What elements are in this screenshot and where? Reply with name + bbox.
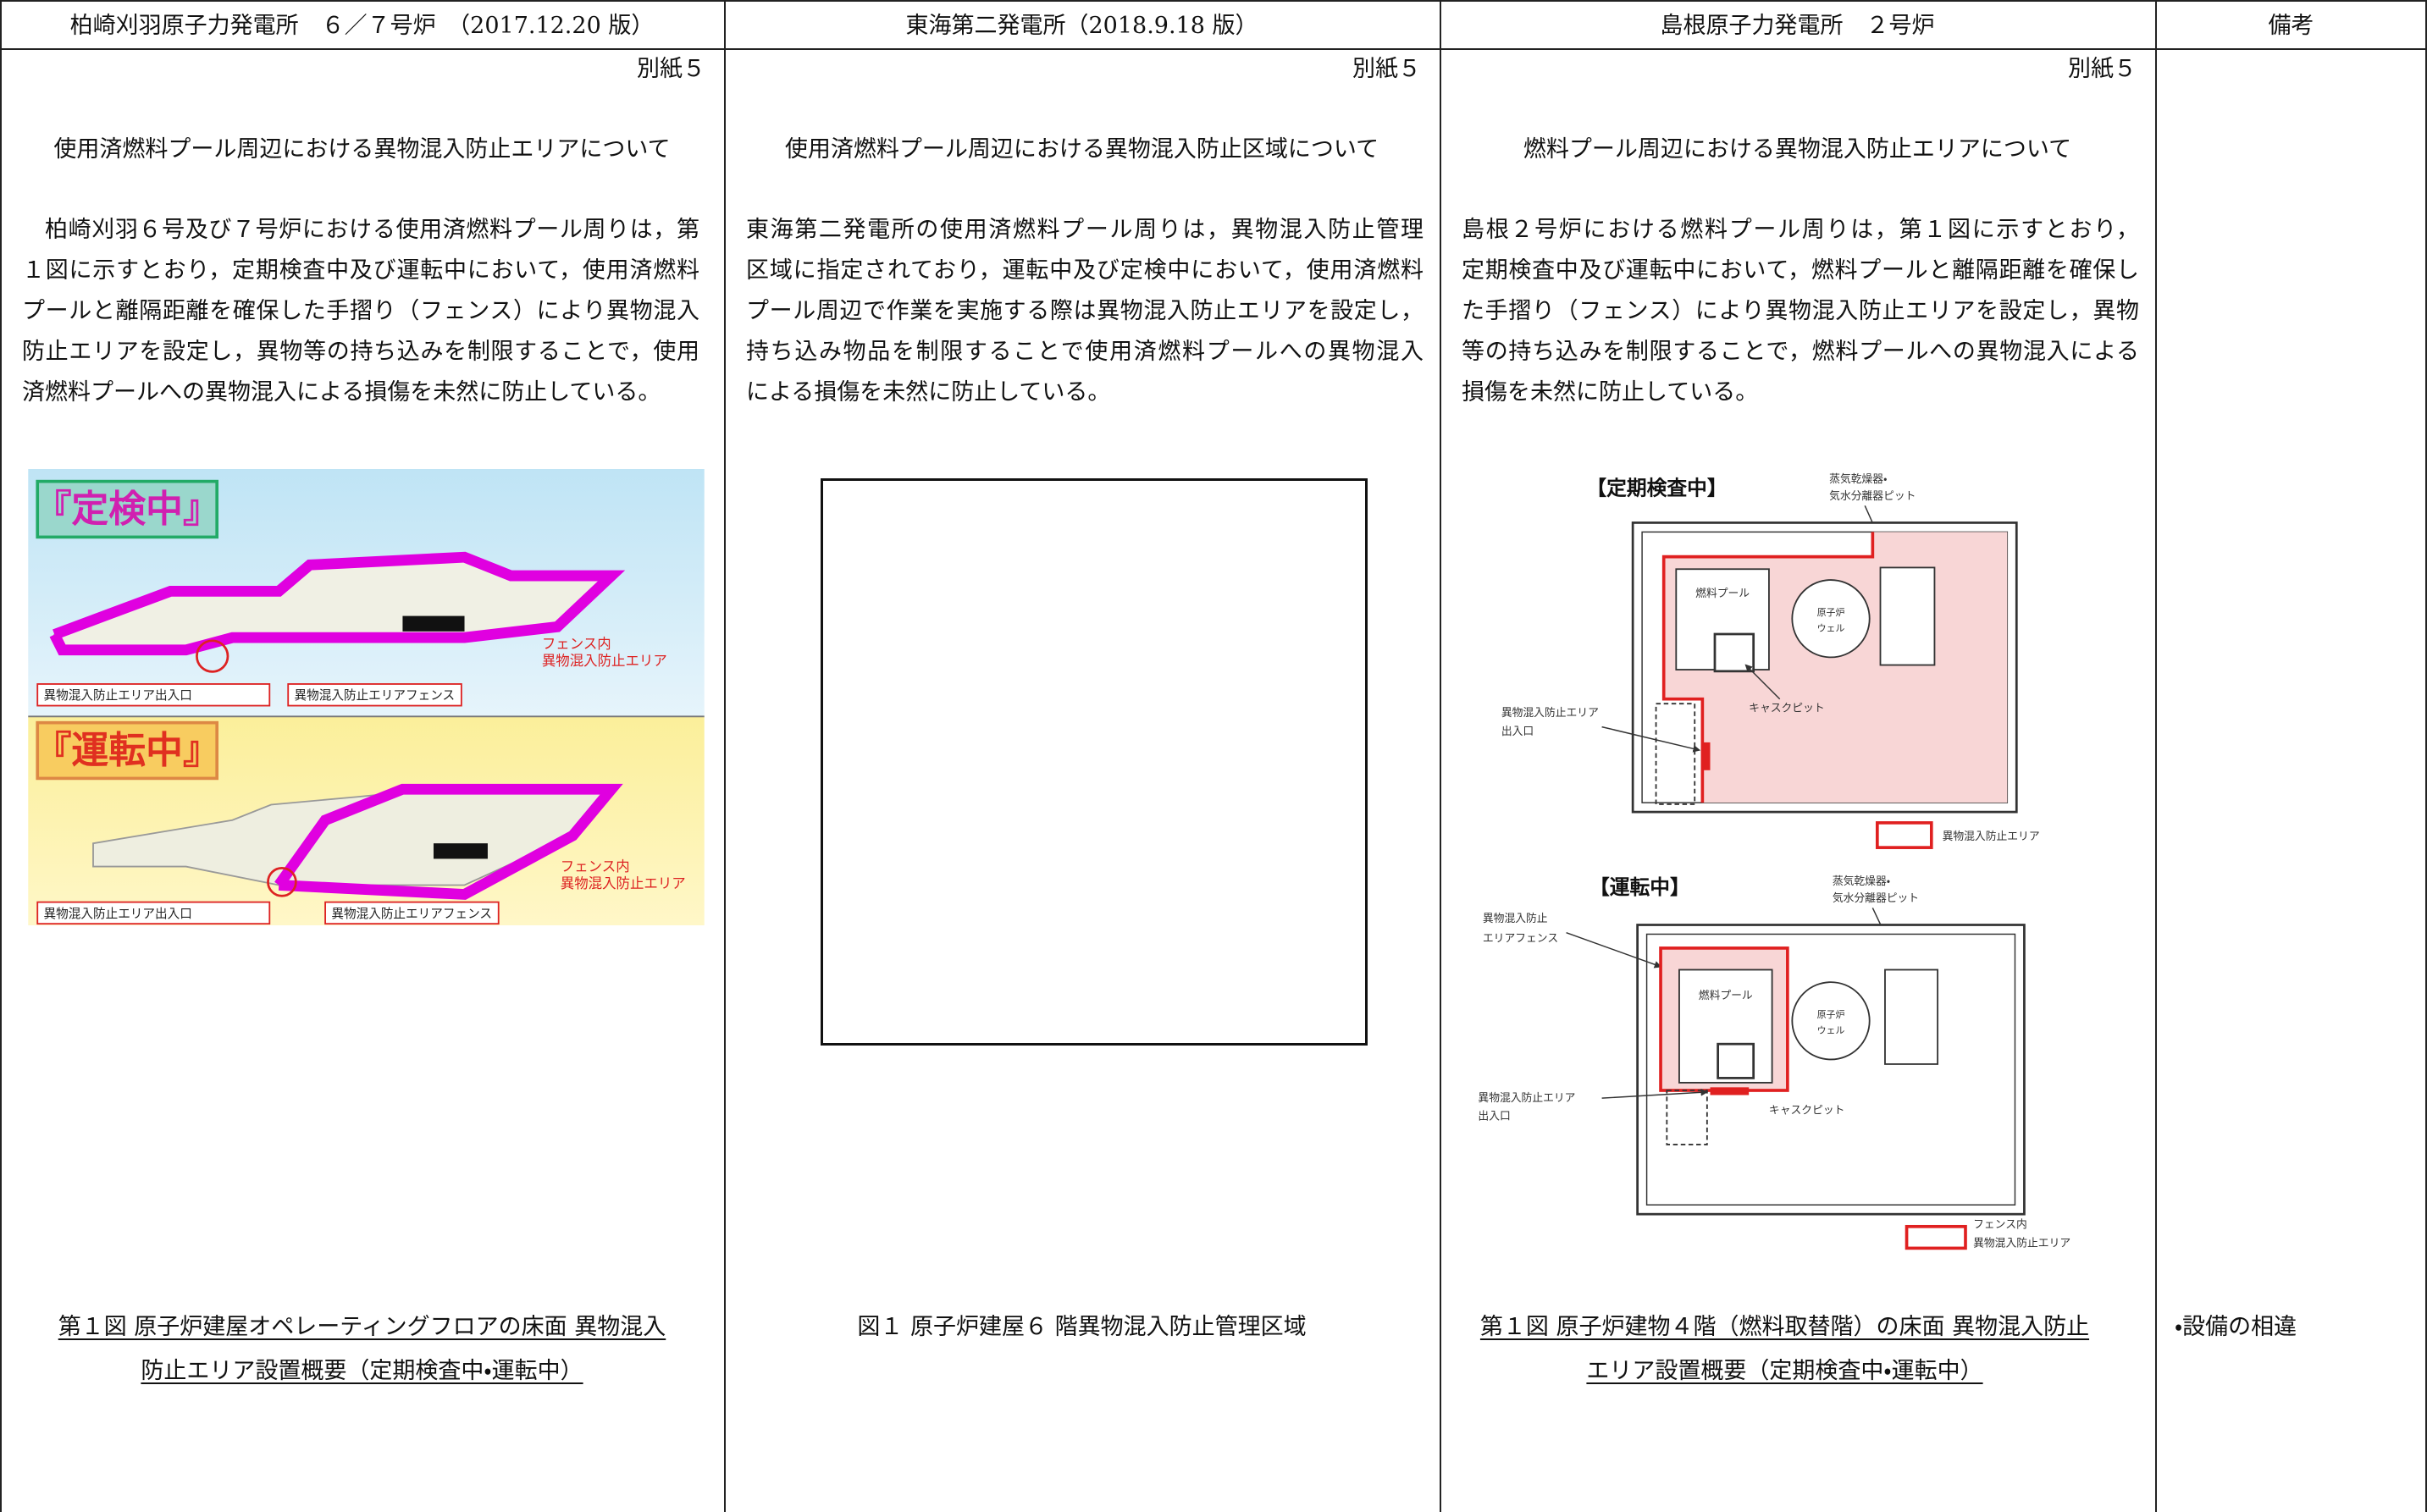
figure-caption: エリア設置概要（定期検査中・運転中）	[1586, 1358, 1983, 1384]
section-title: 使用済燃料プール周辺における異物混入防止区域について	[784, 136, 1379, 163]
figure-label: 異物混入防止エリア	[542, 653, 667, 669]
figure-label: ウェル	[1817, 1024, 1845, 1035]
body-line: 済燃料プールへの異物混入による損傷を未然に防止している。	[22, 379, 661, 406]
figure-caption: 図１ 原子炉建屋６ 階異物混入防止管理区域	[857, 1314, 1307, 1340]
column-rule	[1440, 0, 1441, 1512]
header-cell: 東海第二発電所（2018.9.18 版）	[905, 13, 1258, 39]
body-line: 東海第二発電所の使用済燃料プール周りは，異物混入防止管理	[746, 217, 1424, 243]
figure-heading: 【運転中】	[1589, 875, 1690, 899]
body-line: プール周辺で作業を実施する際は異物混入防止エリアを設定し，	[746, 298, 1424, 324]
attachment-label: 別紙５	[2068, 56, 2137, 82]
figure-label: 異物混入防止	[1483, 912, 1548, 925]
figure-label: 気水分離器ピット	[1829, 489, 1916, 503]
figure-label: 『運転中』	[35, 729, 220, 772]
column-rule	[724, 0, 726, 1512]
figure-label: 原子炉	[1817, 1009, 1845, 1020]
header-cell: 島根原子力発電所 ２号炉	[1660, 13, 1935, 39]
figure-floor-plan: 【定期検査中】 蒸気乾燥器・ 気水分離器ピット 燃料プール 原子炉 ウェル キャ…	[1478, 472, 2070, 1250]
body-line: 持ち込み物品を制限することで使用済燃料プールへの異物混入	[746, 339, 1424, 365]
figure-label: 出入口	[1478, 1111, 1510, 1123]
figure-label: 異物混入防止エリア出入口	[44, 688, 192, 703]
figure-label: フェンス内	[542, 636, 611, 652]
figure-label: 『定検中』	[35, 488, 220, 531]
figure-caption: 第１図 原子炉建屋オペレーティングフロアの床面 異物混入	[58, 1314, 666, 1340]
column-rule	[0, 0, 2, 1512]
figure-label: 異物混入防止エリア	[1501, 706, 1599, 720]
figure-label: 燃料プール	[1699, 989, 1753, 1002]
figure-label: 異物混入防止エリア出入口	[44, 907, 192, 921]
figure-label: 異物混入防止エリア	[1478, 1091, 1575, 1105]
attachment-label: 別紙５	[637, 56, 705, 82]
figure-frame	[821, 478, 1368, 1046]
figure-label: キャスクピット	[1769, 1104, 1844, 1117]
body-line: 損傷を未然に防止している。	[1462, 379, 1759, 406]
column-rule	[2425, 0, 2427, 1512]
figure-heading: 【定期検査中】	[1586, 477, 1727, 500]
header-cell: 柏崎刈羽原子力発電所 ６／７号炉 （2017.12.20 版）	[69, 13, 655, 39]
column-rule	[2155, 0, 2157, 1512]
figure-caption: 第１図 原子炉建物４階（燃料取替階）の床面 異物混入防止	[1479, 1314, 2090, 1340]
figure-label: 異物混入防止エリア	[561, 875, 686, 891]
remark: ・設備の相違	[2175, 1314, 2297, 1340]
figure-label: 蒸気乾燥器・	[1829, 472, 1887, 486]
figure-label: 燃料プール	[1695, 587, 1750, 600]
figure-label: フェンス内	[1973, 1219, 2027, 1232]
figure-label: キャスクピット	[1749, 702, 1824, 715]
figure-label: 出入口	[1501, 726, 1534, 738]
figure-label: フェンス内	[561, 858, 630, 875]
body-line: 定期検査中及び運転中において，燃料プールと離隔距離を確保し	[1462, 257, 2139, 284]
attachment-label: 別紙５	[1352, 56, 1421, 82]
figure-label: エリアフェンス	[1483, 933, 1558, 946]
figure-label: 異物混入防止エリア	[1973, 1237, 2070, 1250]
figure-label: 異物混入防止エリアフェンス	[295, 688, 456, 703]
header-rule	[0, 48, 2427, 50]
body-line: 等の持ち込みを制限することで，燃料プールへの異物混入による	[1462, 339, 2139, 365]
body-line: １図に示すとおり，定期検査中及び運転中において，使用済燃料	[22, 257, 699, 284]
figure-label: 蒸気乾燥器・	[1833, 875, 1890, 888]
header-cell: 備考	[2268, 13, 2314, 39]
figure-label: 原子炉	[1817, 607, 1845, 618]
table-border	[0, 0, 2427, 2]
section-title: 燃料プール周辺における異物混入防止エリアについて	[1523, 136, 2072, 163]
body-line: による損傷を未然に防止している。	[746, 379, 1111, 406]
body-line: 防止エリアを設定し，異物等の持ち込みを制限することで，使用	[22, 339, 699, 365]
section-title: 使用済燃料プール周辺における異物混入防止エリアについて	[53, 136, 671, 163]
body-line: プールと離隔距離を確保した手摺り（フェンス）により異物混入	[22, 298, 699, 324]
figure-caption: 防止エリア設置概要（定期検査中・運転中）	[141, 1358, 583, 1384]
figure-label: 気水分離器ピット	[1833, 891, 1919, 905]
figure-floor-3d: 『定検中』 フェンス内 異物混入防止エリア 異物混入防止エリア出入口 異物混入防…	[28, 469, 705, 925]
figure-label: ウェル	[1817, 622, 1845, 633]
figure-label: 異物混入防止エリアフェンス	[331, 907, 492, 921]
body-line: 区域に指定されており，運転中及び定検中において，使用済燃料	[746, 257, 1424, 284]
body-line: た手摺り（フェンス）により異物混入防止エリアを設定し，異物	[1462, 298, 2139, 324]
body-line: 柏崎刈羽６号及び７号炉における使用済燃料プール周りは，第	[45, 217, 699, 243]
body-line: 島根２号炉における燃料プール周りは，第１図に示すとおり，	[1462, 217, 2139, 243]
figure-label: 異物混入防止エリア	[1943, 830, 2040, 843]
